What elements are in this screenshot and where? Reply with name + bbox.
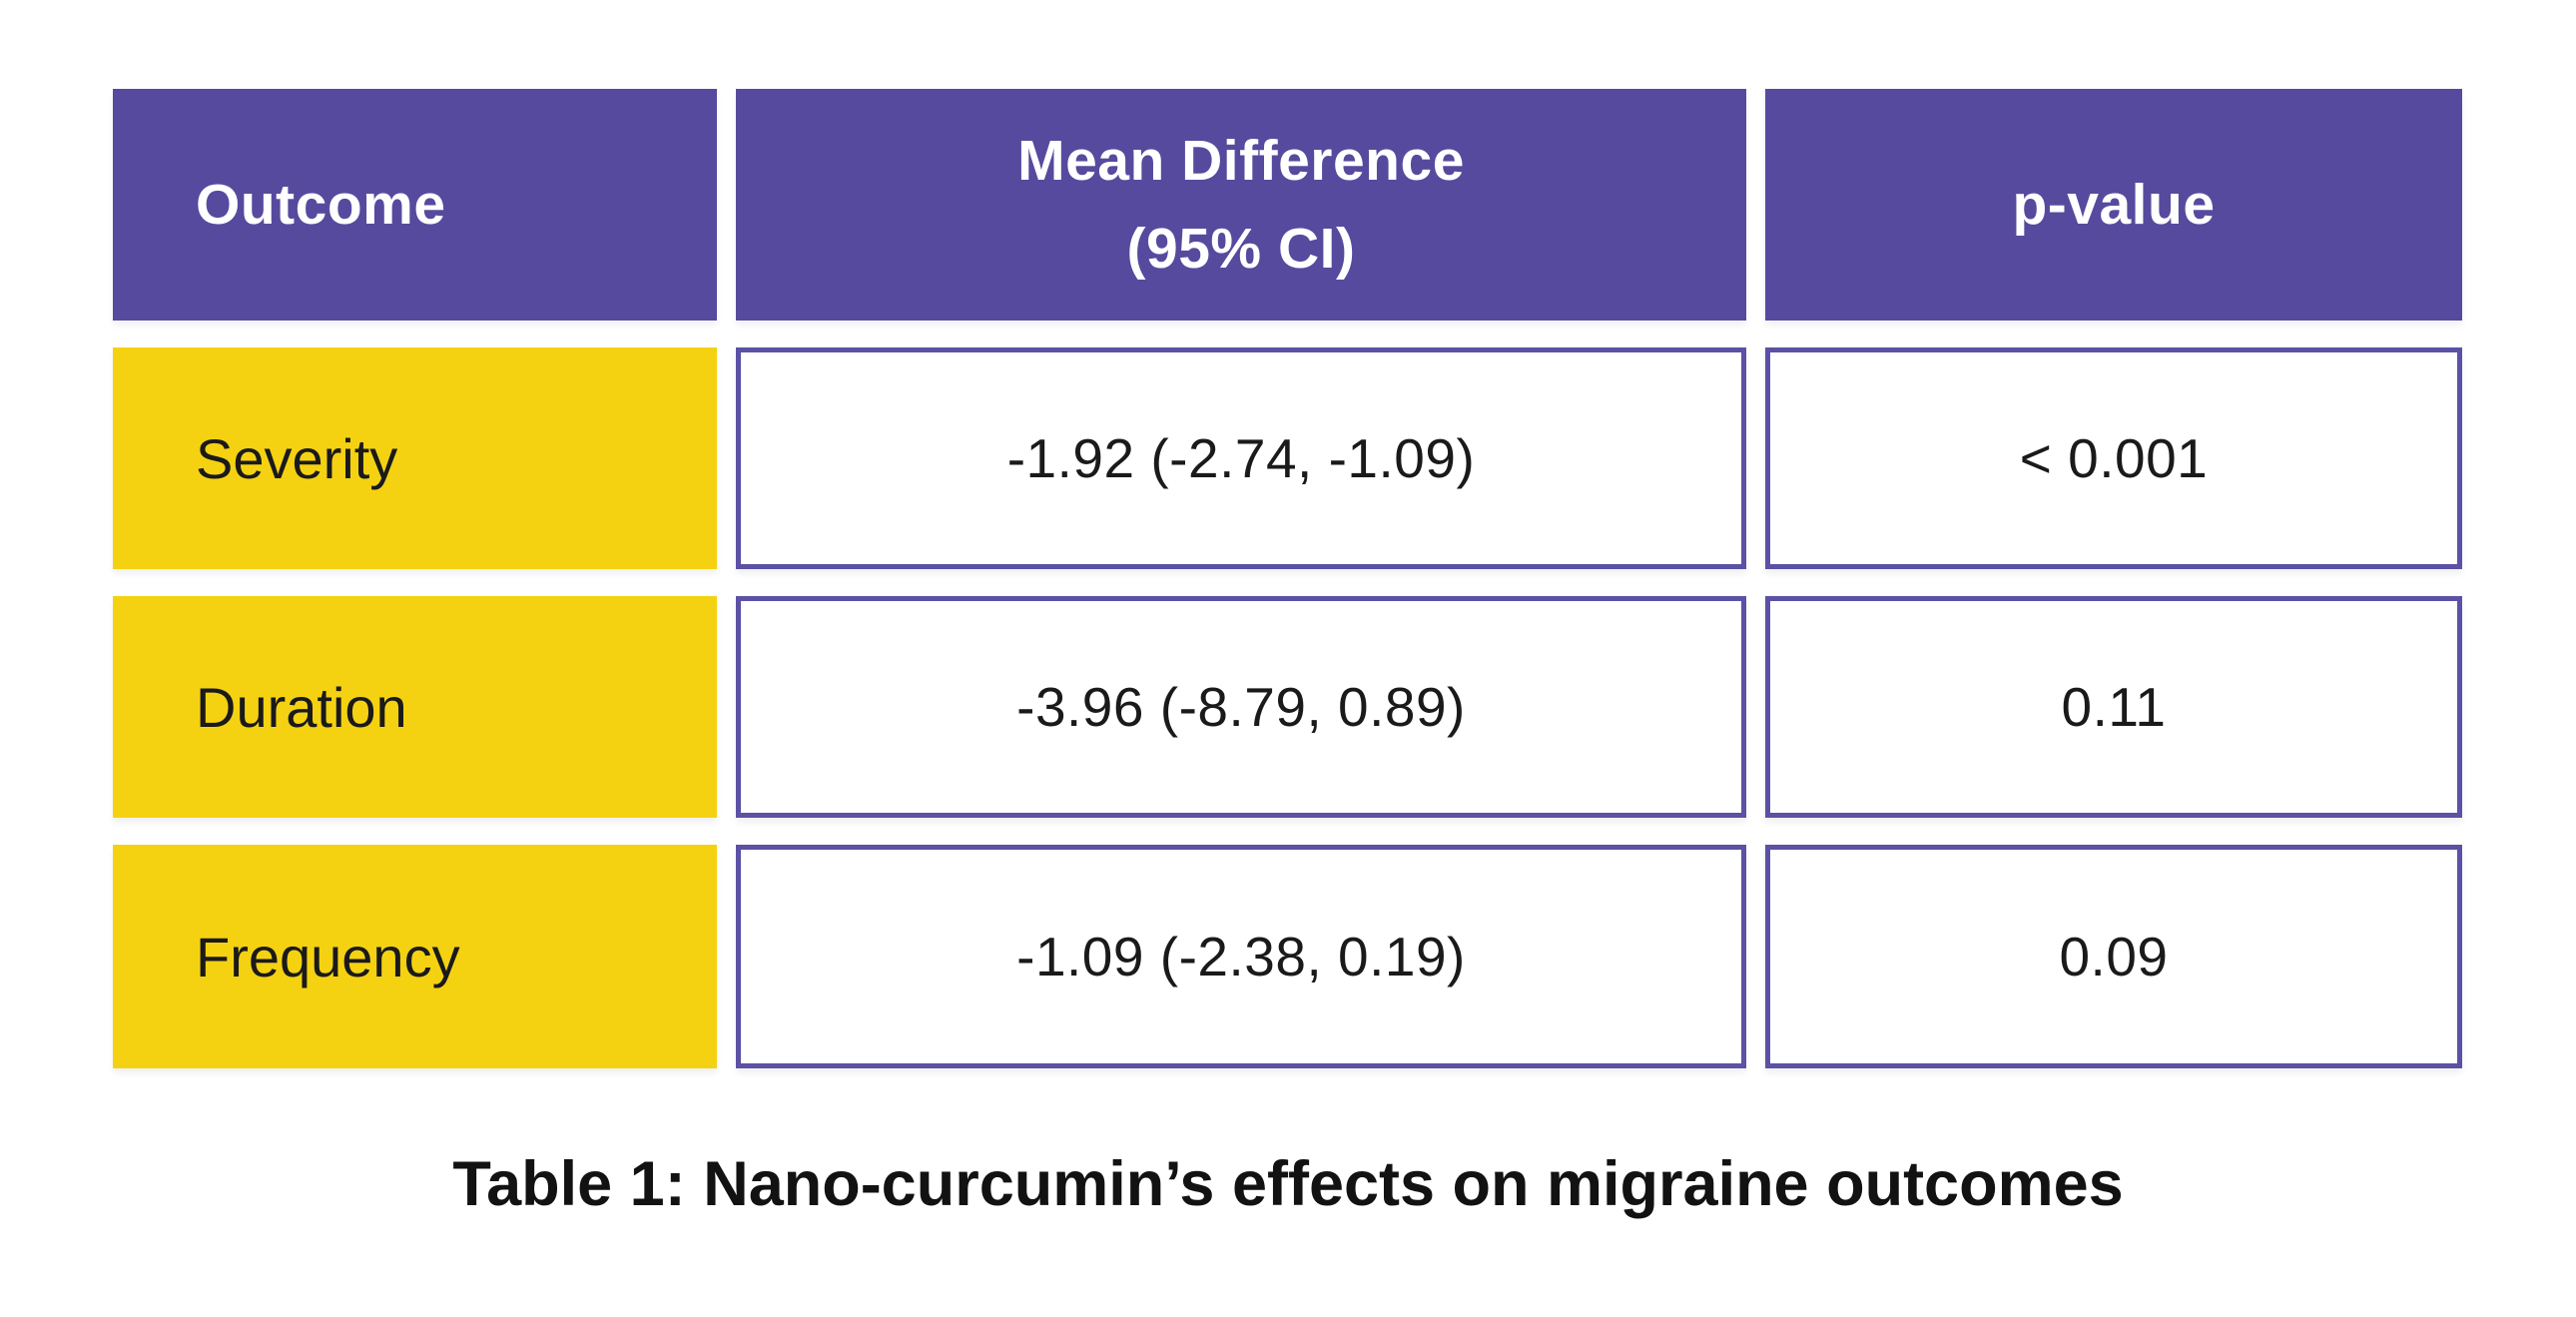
header-mean-difference-line2: (95% CI) (1126, 217, 1356, 281)
cell-duration-mean-difference: -3.96 (-8.79, 0.89) (736, 596, 1746, 818)
cell-severity-mean-difference: -1.92 (-2.74, -1.09) (736, 347, 1746, 569)
cell-frequency-p-value: 0.09 (1765, 845, 2462, 1068)
row-label-frequency: Frequency (113, 845, 717, 1068)
cell-duration-p-value-text: 0.11 (2061, 676, 2167, 738)
header-cell-mean-difference: Mean Difference (95% CI) (736, 89, 1746, 321)
header-cell-p-value: p-value (1765, 89, 2462, 321)
header-mean-difference-line1: Mean Difference (1017, 128, 1465, 193)
cell-frequency-p-value-text: 0.09 (2059, 926, 2169, 988)
cell-duration-mean-difference-text: -3.96 (-8.79, 0.89) (1016, 676, 1466, 738)
row-label-duration-text: Duration (196, 675, 407, 739)
cell-frequency-mean-difference: -1.09 (-2.38, 0.19) (736, 845, 1746, 1068)
row-label-severity: Severity (113, 347, 717, 569)
cell-severity-mean-difference-text: -1.92 (-2.74, -1.09) (1006, 427, 1476, 489)
outcomes-table: Outcome Mean Difference (95% CI) p-value… (113, 89, 2462, 1068)
cell-severity-p-value-text: < 0.001 (2019, 427, 2209, 489)
row-label-severity-text: Severity (196, 426, 398, 490)
cell-frequency-mean-difference-text: -1.09 (-2.38, 0.19) (1016, 926, 1466, 988)
cell-duration-p-value: 0.11 (1765, 596, 2462, 818)
table-caption: Table 1: Nano-curcumin’s effects on migr… (452, 1149, 2124, 1219)
header-outcome-label: Outcome (196, 173, 446, 237)
header-p-value-label: p-value (2012, 173, 2216, 237)
row-label-frequency-text: Frequency (196, 925, 460, 988)
row-label-duration: Duration (113, 596, 717, 818)
header-cell-outcome: Outcome (113, 89, 717, 321)
cell-severity-p-value: < 0.001 (1765, 347, 2462, 569)
